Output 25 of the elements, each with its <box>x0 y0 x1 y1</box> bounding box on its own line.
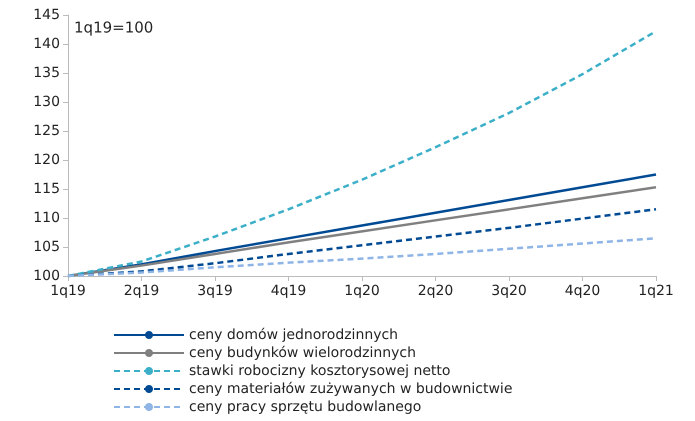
y-tick-label: 105 <box>33 239 60 255</box>
y-tick-label: 100 <box>33 268 60 284</box>
y-tick-label: 135 <box>33 65 60 81</box>
y-tick-label: 125 <box>33 123 60 139</box>
x-tick-label: 4q19 <box>270 283 306 299</box>
y-tick-label: 140 <box>33 36 60 52</box>
y-tick-label: 130 <box>33 94 60 110</box>
annotation: 1q19=100 <box>74 18 154 36</box>
x-tick-label: 1q20 <box>344 283 380 299</box>
x-tick-label: 1q19 <box>50 283 86 299</box>
legend-label: stawki robocizny kosztorysowej netto <box>189 363 450 379</box>
legend-label: ceny pracy sprzętu budowlanego <box>189 399 422 415</box>
y-tick-label: 120 <box>33 152 60 168</box>
y-tick-label: 115 <box>33 181 60 197</box>
y-tick-label: 110 <box>33 210 60 226</box>
x-tick-label: 3q20 <box>491 283 527 299</box>
legend-label: ceny budynków wielorodzinnych <box>189 345 416 361</box>
x-tick-label: 1q21 <box>638 283 674 299</box>
legend-label: ceny materiałów zużywanych w budownictwie <box>189 381 512 397</box>
x-tick-label: 4q20 <box>564 283 600 299</box>
legend-label: ceny domów jednorodzinnych <box>189 327 398 343</box>
x-tick-label: 2q19 <box>124 283 160 299</box>
x-tick-label: 3q19 <box>197 283 233 299</box>
x-tick-label: 2q20 <box>418 283 454 299</box>
y-tick-label: 145 <box>33 7 60 23</box>
